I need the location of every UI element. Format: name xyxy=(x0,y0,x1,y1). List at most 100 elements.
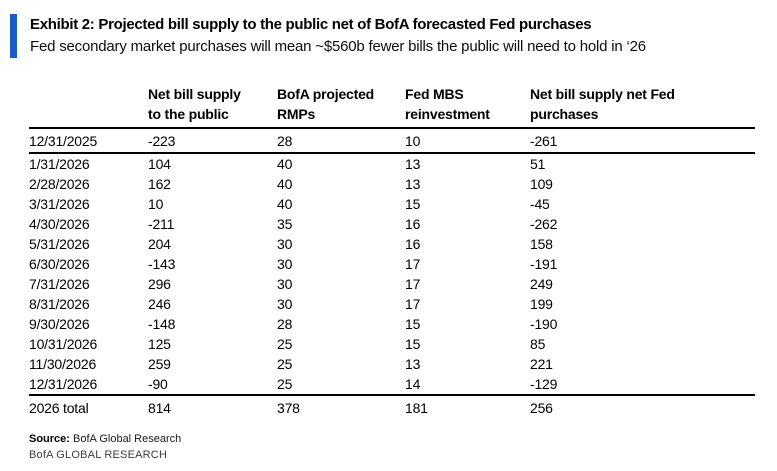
cell-value: 221 xyxy=(530,356,553,372)
cell-value: 30 xyxy=(277,256,293,272)
cell-value: 25 xyxy=(277,356,293,372)
table-body: 12/31/2025 -223 28 10 -261 1/31/2026 104 40 13 51… xyxy=(29,128,755,395)
exhibit-header: Exhibit 2: Projected bill supply to the … xyxy=(0,0,777,58)
cell-date: 7/31/2026 xyxy=(29,276,90,292)
column-header-net-bill-supply: Net bill supply to the public xyxy=(148,84,277,129)
table-row: 2/28/2026 162 40 13 109 xyxy=(29,174,755,194)
cell-date: 9/30/2026 xyxy=(29,316,90,332)
total-value-rmps: 378 xyxy=(277,394,405,420)
exhibit-footer: Source: BofA Global Research BofA GLOBAL… xyxy=(29,431,777,464)
cell-value: -191 xyxy=(530,256,558,272)
cell-value: -45 xyxy=(530,196,550,212)
cell-value: 249 xyxy=(530,276,553,292)
table-row: 12/31/2026 -90 25 14 -129 xyxy=(29,374,755,395)
cell-value: 17 xyxy=(405,296,421,312)
total-value-net-bill-supply: 814 xyxy=(148,394,277,420)
cell-date: 12/31/2025 xyxy=(29,128,148,154)
cell-value: 296 xyxy=(148,276,171,292)
cell-value: 25 xyxy=(277,336,293,352)
cell-value: 15 xyxy=(405,316,421,332)
total-value-mbs-reinvestment: 181 xyxy=(405,394,530,420)
cell-value: 125 xyxy=(148,336,171,352)
cell-date: 5/31/2026 xyxy=(29,236,90,252)
table-row: 1/31/2026 104 40 13 51 xyxy=(29,153,755,174)
cell-value: 16 xyxy=(405,216,421,232)
cell-value: 204 xyxy=(148,236,171,252)
table-row: 11/30/2026 259 25 13 221 xyxy=(29,354,755,374)
cell-value: 246 xyxy=(148,296,171,312)
source-label: Source: xyxy=(29,433,70,445)
source-value: BofA Global Research xyxy=(73,433,182,445)
cell-value: 104 xyxy=(148,156,171,172)
cell-value: 158 xyxy=(530,236,553,252)
column-header-mbs-reinvestment: Fed MBS reinvestment xyxy=(405,84,530,129)
cell-value: -223 xyxy=(148,128,277,154)
table-header-row: Net bill supply to the public BofA proje… xyxy=(29,84,755,129)
cell-value: 85 xyxy=(530,336,546,352)
cell-value: 40 xyxy=(277,176,293,192)
cell-value: -262 xyxy=(530,216,558,232)
cell-value: 13 xyxy=(405,176,421,192)
accent-bar xyxy=(10,14,17,58)
cell-date: 4/30/2026 xyxy=(29,216,90,232)
column-header-rmps: BofA projected RMPs xyxy=(277,84,405,129)
table-row: 12/31/2025 -223 28 10 -261 xyxy=(29,128,755,154)
cell-value: -211 xyxy=(148,216,175,232)
data-table: Net bill supply to the public BofA proje… xyxy=(29,84,755,420)
table-row: 6/30/2026 -143 30 17 -191 xyxy=(29,254,755,274)
total-label: 2026 total xyxy=(29,394,148,420)
cell-value: 10 xyxy=(148,196,164,212)
brand-line: BofA GLOBAL RESEARCH xyxy=(29,449,168,461)
cell-value: 10 xyxy=(405,128,530,154)
cell-value: -148 xyxy=(148,316,176,332)
cell-date: 11/30/2026 xyxy=(29,356,97,372)
cell-value: 51 xyxy=(530,156,546,172)
total-row: 2026 total 814 378 181 256 xyxy=(29,394,755,420)
cell-date: 2/28/2026 xyxy=(29,176,90,192)
cell-date: 6/30/2026 xyxy=(29,256,90,272)
cell-value: 17 xyxy=(405,256,421,272)
table-row: 3/31/2026 10 40 15 -45 xyxy=(29,194,755,214)
cell-value: 15 xyxy=(405,336,421,352)
table-row: 8/31/2026 246 30 17 199 xyxy=(29,294,755,314)
source-line: Source: BofA Global Research xyxy=(29,431,777,447)
cell-value: 30 xyxy=(277,296,293,312)
cell-value: 30 xyxy=(277,276,293,292)
table-row: 5/31/2026 204 30 16 158 xyxy=(29,234,755,254)
table-row: 10/31/2026 125 25 15 85 xyxy=(29,334,755,354)
cell-value: 17 xyxy=(405,276,421,292)
total-value-net-fed-purchases: 256 xyxy=(530,394,755,420)
cell-value: 40 xyxy=(277,196,293,212)
cell-value: 13 xyxy=(405,356,421,372)
cell-value: 259 xyxy=(148,356,171,372)
cell-value: 25 xyxy=(277,376,293,392)
cell-value: 13 xyxy=(405,156,421,172)
cell-value: 162 xyxy=(148,176,171,192)
cell-date: 10/31/2026 xyxy=(29,336,98,352)
cell-value: 35 xyxy=(277,216,293,232)
cell-value: -90 xyxy=(148,376,168,392)
title-block: Exhibit 2: Projected bill supply to the … xyxy=(30,14,767,58)
cell-value: -143 xyxy=(148,256,176,272)
column-header-date xyxy=(29,84,148,129)
table-row: 4/30/2026 -211 35 16 -262 xyxy=(29,214,755,234)
cell-value: 15 xyxy=(405,196,421,212)
cell-date: 1/31/2026 xyxy=(29,156,90,172)
cell-date: 8/31/2026 xyxy=(29,296,90,312)
table-row: 9/30/2026 -148 28 15 -190 xyxy=(29,314,755,334)
cell-value: 28 xyxy=(277,316,293,332)
cell-value: 199 xyxy=(530,296,553,312)
cell-value: 30 xyxy=(277,236,293,252)
cell-date: 12/31/2026 xyxy=(29,376,98,392)
cell-value: 14 xyxy=(405,376,421,392)
cell-value: 40 xyxy=(277,156,293,172)
exhibit-title: Exhibit 2: Projected bill supply to the … xyxy=(30,16,592,33)
cell-value: -190 xyxy=(530,316,558,332)
cell-value: 28 xyxy=(277,128,405,154)
table-row: 7/31/2026 296 30 17 249 xyxy=(29,274,755,294)
column-header-net-fed-purchases: Net bill supply net Fed purchases xyxy=(530,84,755,129)
exhibit-subtitle: Fed secondary market purchases will mean… xyxy=(30,38,646,55)
cell-value: 16 xyxy=(405,236,421,252)
cell-value: -129 xyxy=(530,376,558,392)
